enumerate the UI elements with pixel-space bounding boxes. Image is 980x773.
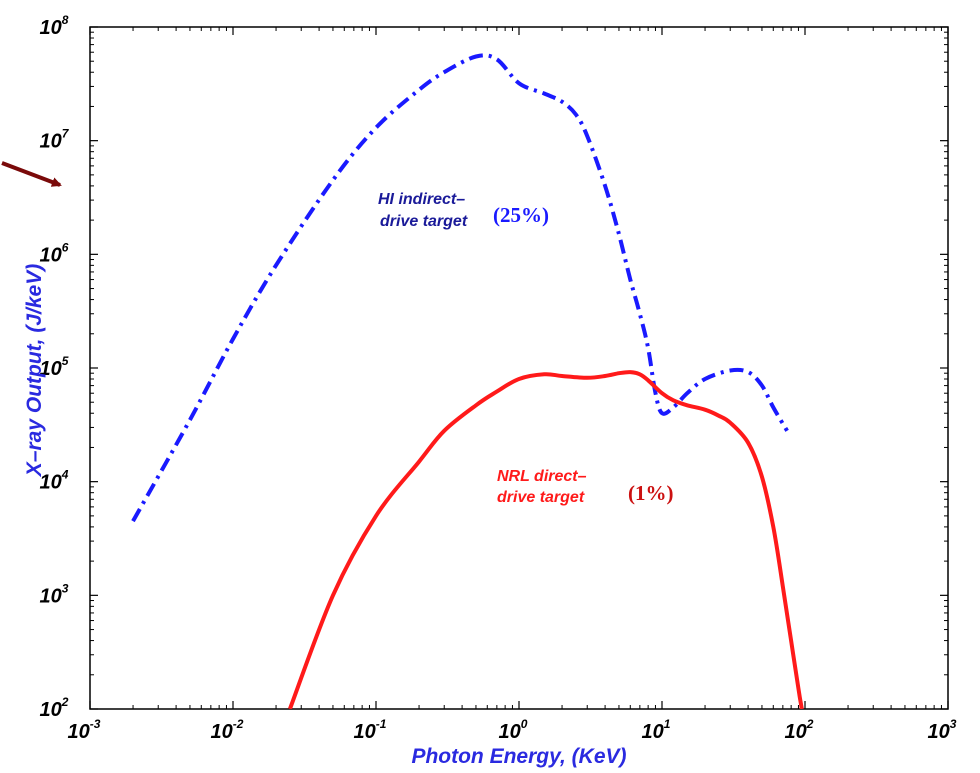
hi-series-annotation-line1: HI indirect–: [378, 191, 465, 208]
nrl-series-annotation-line2: drive target: [497, 489, 585, 506]
x-tick-label: 102: [785, 717, 814, 743]
nrl-series-annotation-line1: NRL direct–: [497, 468, 587, 485]
x-axis-label: Photon Energy, (KeV): [411, 745, 626, 768]
x-axis-ticks: 10-3 10-2 10-1 100 101 102 103: [68, 27, 957, 743]
pointer-arrow: [1, 161, 62, 187]
y-tick-label: 104: [40, 468, 69, 494]
x-tick-label: 10-1: [354, 717, 387, 743]
hi-series-percent-label: (25%): [493, 203, 549, 227]
y-tick-label: 106: [40, 240, 69, 266]
x-tick-label: 103: [928, 717, 957, 743]
y-tick-label: 107: [40, 127, 70, 153]
y-tick-label: 108: [40, 13, 69, 39]
nrl-direct-drive-series-line: [288, 370, 804, 709]
x-tick-label: 10-3: [68, 717, 101, 743]
x-tick-label: 10-2: [211, 717, 244, 743]
y-axis-ticks: 102 103 104 105 106 107 108: [40, 13, 948, 721]
y-axis-label: X–ray Output, (J/keV): [23, 264, 46, 477]
x-tick-label: 100: [499, 717, 528, 743]
y-tick-label: 105: [40, 354, 69, 380]
hi-series-annotation-line2: drive target: [380, 213, 468, 230]
x-tick-label: 101: [642, 717, 671, 743]
nrl-series-percent-label: (1%): [628, 481, 674, 505]
y-tick-label: 102: [40, 695, 69, 721]
y-tick-label: 103: [40, 581, 69, 607]
hi-indirect-drive-series-line: [131, 53, 789, 523]
